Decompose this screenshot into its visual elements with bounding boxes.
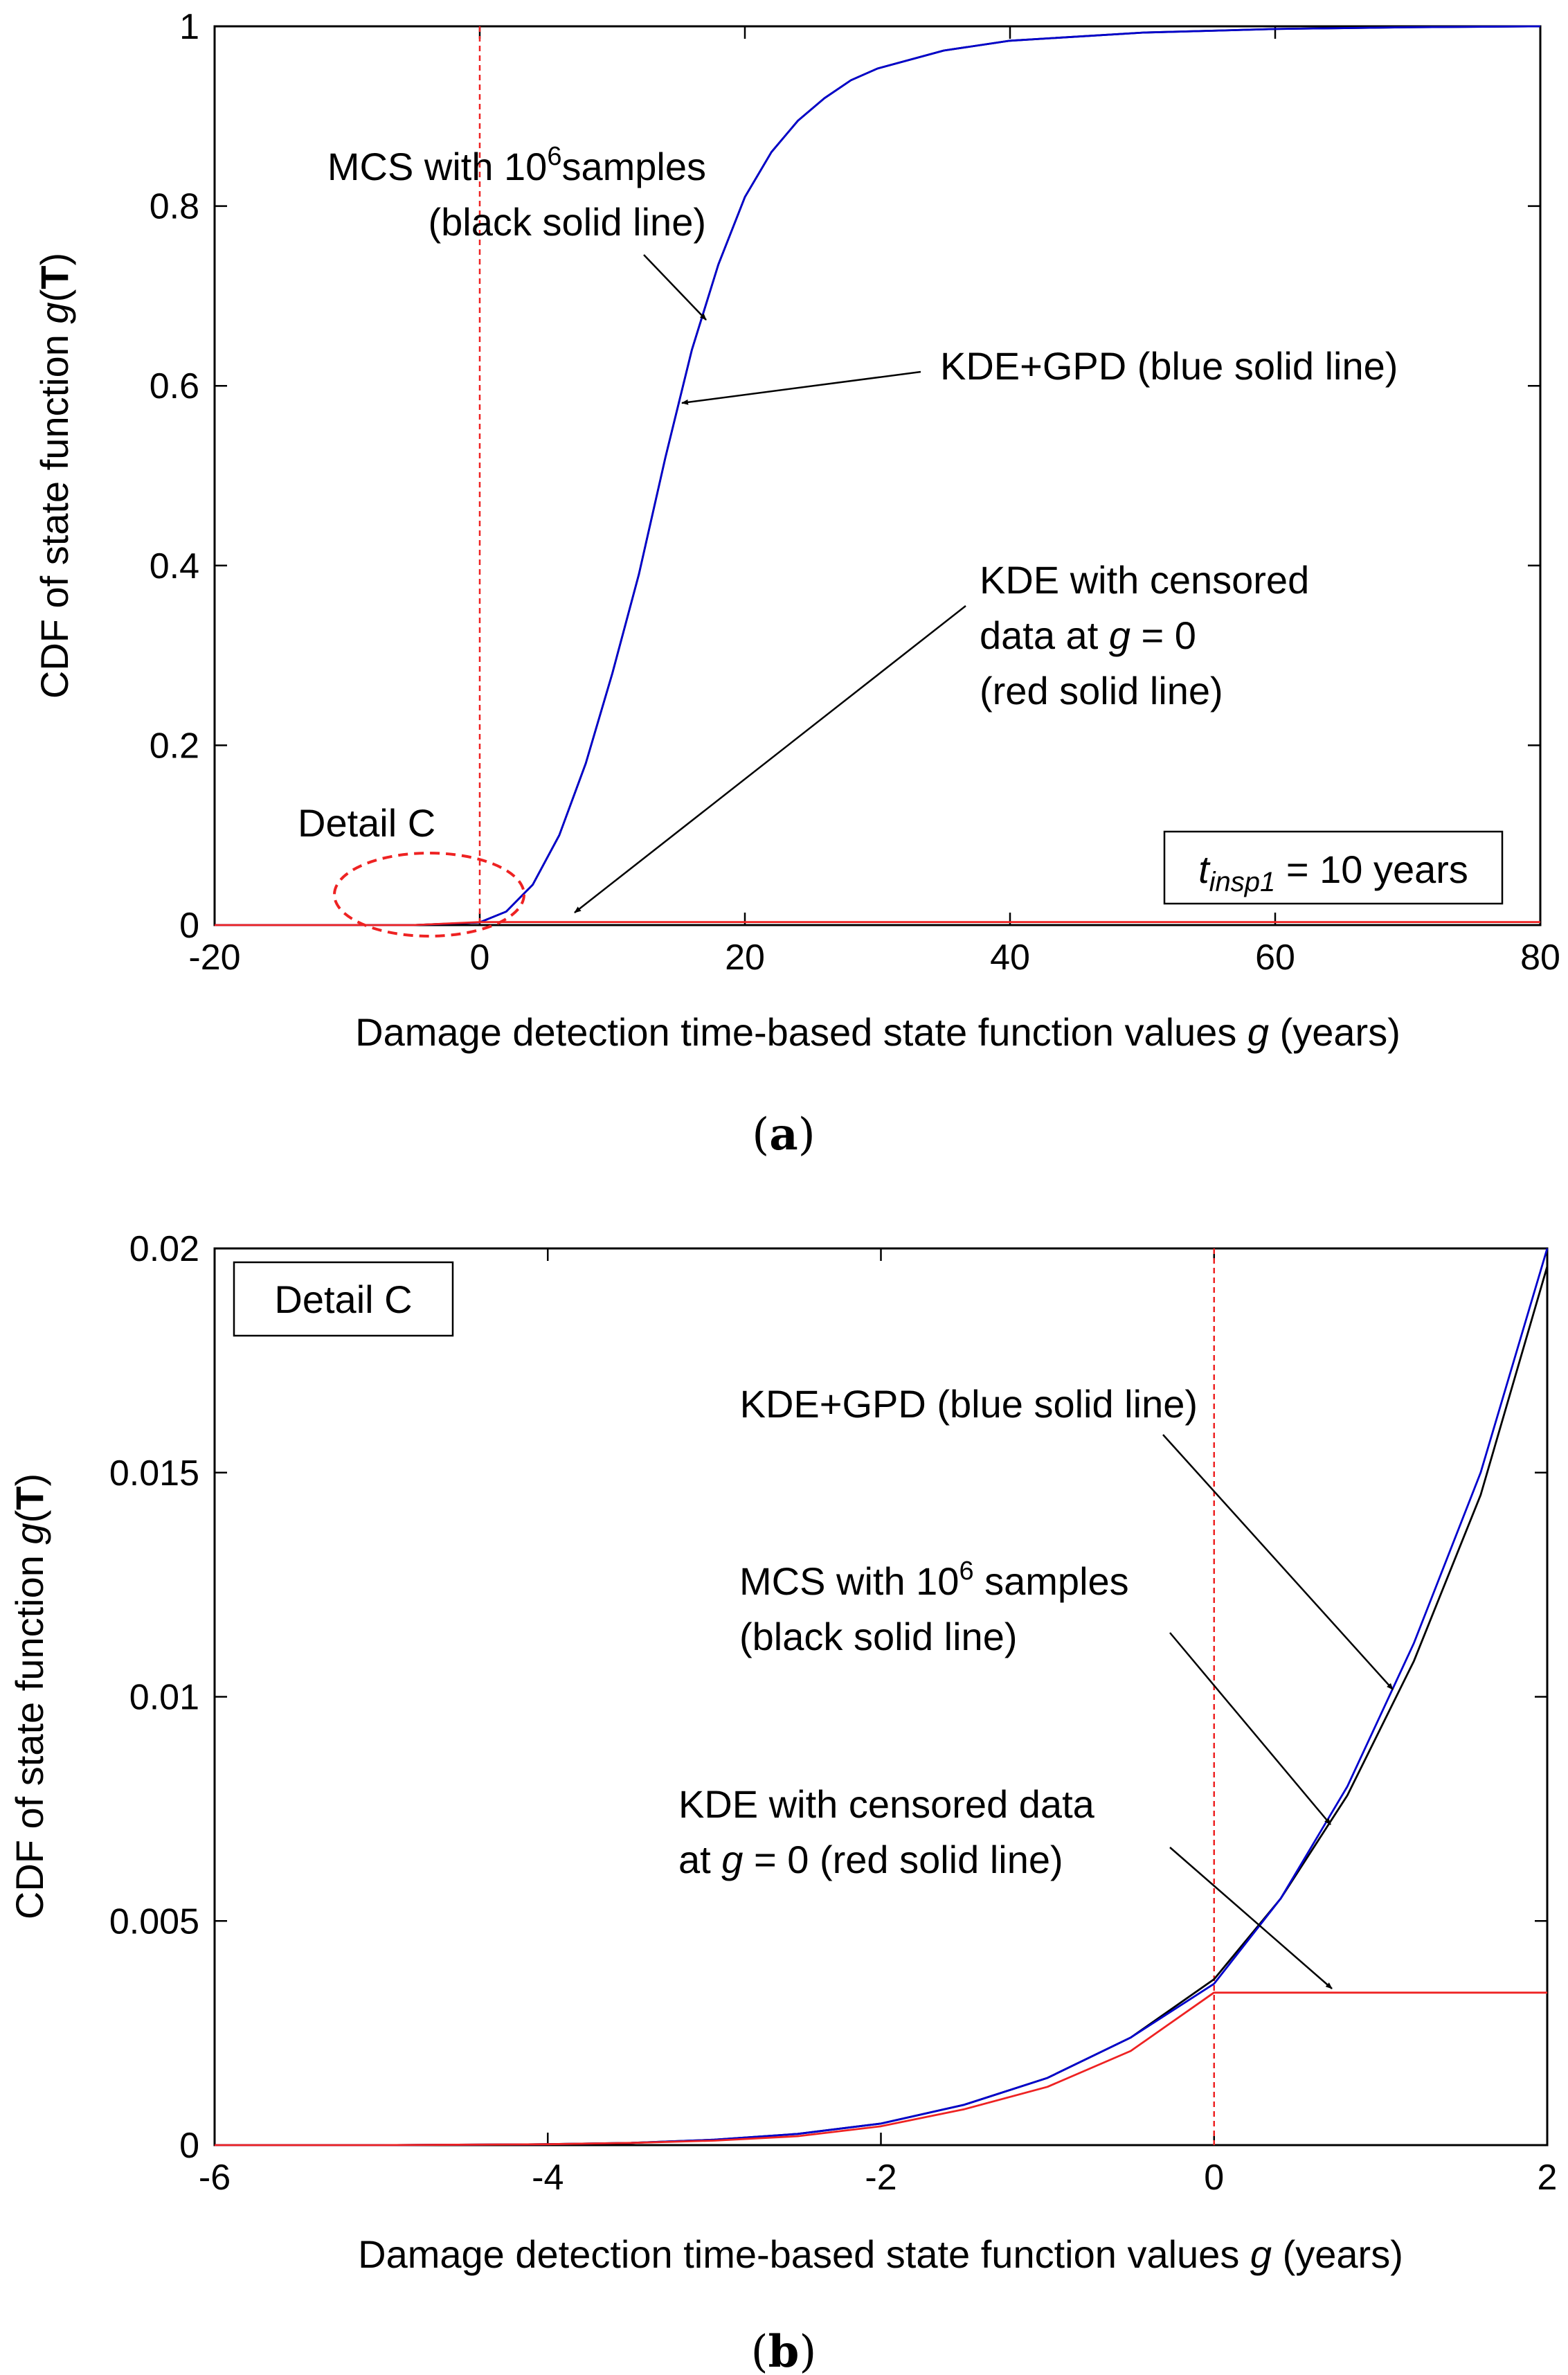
- x-tick-label: 40: [990, 938, 1030, 978]
- x-tick-label: 0: [470, 938, 490, 978]
- panel-b-mcs-arrow: [1169, 1632, 1331, 1825]
- x-tick-label: 2: [1538, 2158, 1558, 2198]
- panel-b-plot-area: [213, 1247, 1549, 2147]
- panel-a-legend-box: [1163, 830, 1504, 905]
- panel-b-mcs-label-line1: MCS with 106 samples: [739, 1557, 1129, 1603]
- panel-b: -6 -4 -2 0 2 0 0.005 0.01 0.015 0.02 Detail C KDE…: [8, 1229, 1557, 2375]
- y-tick-label: 0: [179, 906, 199, 946]
- x-tick-label: -4: [532, 2158, 564, 2198]
- panel-b-kdecens-label-line1: KDE with censored data: [678, 1782, 1095, 1826]
- y-tick-label: 0.4: [150, 546, 199, 586]
- panel-a-kdecens-label-line1: KDE with censored: [980, 558, 1309, 602]
- panel-b-kdecens-arrow: [1169, 1847, 1333, 1989]
- y-tick-label: 0.02: [129, 1229, 199, 1269]
- x-tick-label: -2: [865, 2158, 896, 2198]
- y-tick-label: 0.005: [109, 1901, 199, 1942]
- panel-a-kdegpd-label: KDE+GPD (blue solid line): [940, 344, 1398, 388]
- series-line-kde-censored: [215, 921, 1540, 926]
- panel-a-detail-ellipse: [333, 852, 525, 938]
- y-tick-label: 0: [179, 2126, 199, 2166]
- x-tick-label: -20: [188, 938, 240, 978]
- panel-a-mcs-label-line1: MCS with 106samples: [327, 142, 706, 188]
- panel-a-caption: (a): [752, 1109, 815, 1160]
- panel-b-kdecens-label-line2: at g = 0 (red solid line): [678, 1838, 1063, 1881]
- panel-a-legend-text: tinsp1 = 10 years: [1198, 848, 1468, 897]
- panel-a-mcs-label-line2: (black solid line): [429, 200, 707, 244]
- panel-b-caption: (b): [751, 2326, 817, 2375]
- y-tick-label: 0.2: [150, 726, 199, 766]
- panel-b-y-axis-label: CDF of state function g(T): [8, 1473, 51, 1919]
- x-tick-label: 0: [1204, 2158, 1224, 2198]
- panel-a-kdegpd-arrow: [681, 370, 921, 405]
- panel-a-kdecens-label-line2: data at g = 0: [980, 613, 1196, 657]
- panel-a-y-axis-label: CDF of state function g(T): [33, 253, 76, 699]
- panel-a-mcs-arrow: [643, 254, 707, 321]
- panel-b-kdegpd-arrow: [1162, 1434, 1394, 1690]
- panel-b-kdegpd-label: KDE+GPD (blue solid line): [740, 1382, 1198, 1426]
- y-tick-label: 0.8: [150, 187, 199, 227]
- panel-b-detail-box: [233, 1261, 454, 1337]
- panel-a-kdecens-arrow: [574, 605, 966, 913]
- panel-b-tick-labels: -6 -4 -2 0 2 0 0.005 0.01 0.015 0.02: [109, 1229, 1558, 2198]
- y-tick-label: 0.6: [150, 366, 199, 406]
- panel-a-series: [215, 25, 1541, 926]
- panel-a-plot-area: [213, 25, 1542, 926]
- x-tick-label: -6: [199, 2158, 231, 2198]
- panel-a-x-axis-label: Damage detection time-based state functi…: [355, 1010, 1400, 1054]
- y-tick-label: 1: [179, 7, 199, 47]
- panel-b-series: [215, 1248, 1549, 2147]
- x-tick-label: 80: [1520, 938, 1560, 978]
- panel-b-mcs-label-line2: (black solid line): [739, 1615, 1018, 1658]
- y-tick-label: 0.015: [109, 1453, 199, 1494]
- series-line-kde-gpd: [215, 25, 1541, 926]
- panel-a-kdecens-label-line3: (red solid line): [980, 669, 1223, 712]
- y-tick-label: 0.01: [129, 1678, 199, 1718]
- series-line-kde-censored: [215, 1991, 1547, 2147]
- panel-b-detail-label: Detail C: [274, 1278, 412, 1321]
- panel-b-x-axis-label: Damage detection time-based state functi…: [358, 2232, 1403, 2276]
- x-tick-label: 60: [1255, 938, 1295, 978]
- panel-a-detail-label: Detail C: [298, 801, 435, 845]
- x-tick-label: 20: [725, 938, 765, 978]
